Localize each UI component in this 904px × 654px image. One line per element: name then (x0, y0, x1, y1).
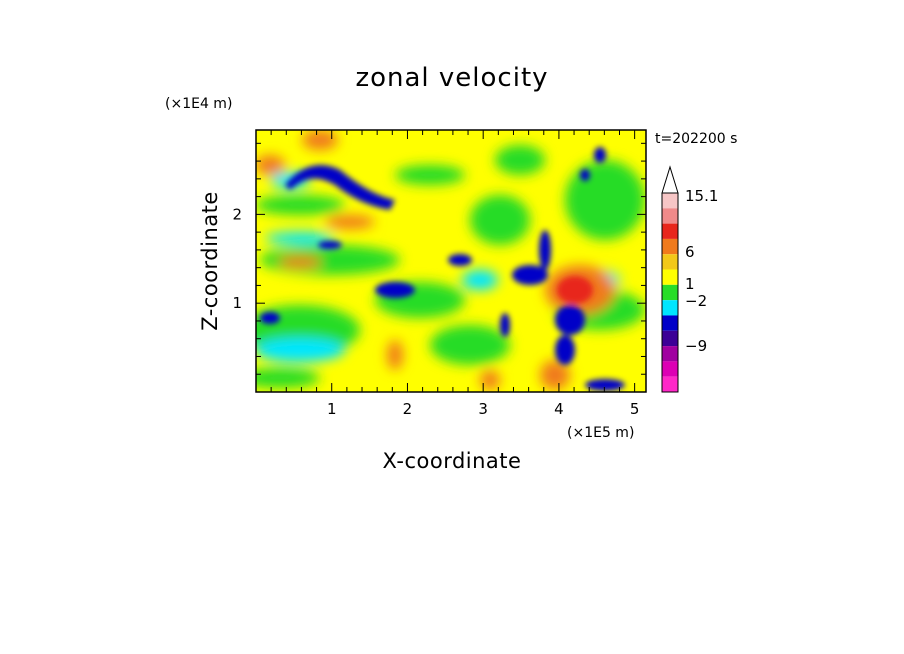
x-tick-label: 2 (403, 400, 413, 418)
y-scale-label: (×1E4 m) (165, 96, 232, 112)
colorbar-label: 6 (685, 243, 695, 261)
colorbar-swatch (662, 330, 678, 347)
colorbar-swatch (662, 284, 678, 301)
colorbar-swatch (662, 346, 678, 362)
colorbar-label: 15.1 (685, 187, 718, 205)
axis-ticks (256, 130, 646, 392)
colorbar-frame (661, 192, 679, 393)
colorbar-label: −9 (685, 337, 707, 355)
colorbar-swatch (662, 223, 678, 239)
time-label: t=202200 s (655, 131, 737, 147)
colorbar-swatch (662, 254, 678, 270)
x-axis-label: X-coordinate (383, 449, 522, 473)
x-tick-label: 4 (554, 400, 564, 418)
colorbar-swatch (662, 269, 678, 285)
heatmap-field (256, 130, 646, 392)
colorbar-extend-arrow (661, 165, 679, 194)
axis-tick-labels: 1 2 3 4 5 1 2 (232, 205, 639, 418)
y-tick-label: 2 (232, 205, 242, 223)
colorbar-swatch (662, 193, 678, 209)
chart-title: zonal velocity (355, 63, 548, 93)
colorbar-swatch (662, 315, 678, 331)
plot-frame (255, 129, 647, 393)
colorbar-label: −2 (685, 292, 707, 310)
x-tick-label: 1 (327, 400, 337, 418)
colorbar-swatch (662, 300, 678, 316)
y-tick-label: 1 (232, 294, 242, 312)
colorbar-swatch (662, 361, 678, 377)
colorbar-swatch (662, 376, 678, 392)
colorbar-label: 1 (685, 275, 695, 293)
y-axis-label: Z-coordinate (198, 191, 222, 331)
x-tick-label: 5 (630, 400, 640, 418)
colorbar-swatch (662, 208, 678, 224)
x-tick-label: 3 (478, 400, 488, 418)
colorbar: 15.1 6 1−2 −9 (661, 165, 718, 393)
x-scale-label: (×1E5 m) (567, 425, 634, 441)
colorbar-swatch (662, 238, 678, 255)
